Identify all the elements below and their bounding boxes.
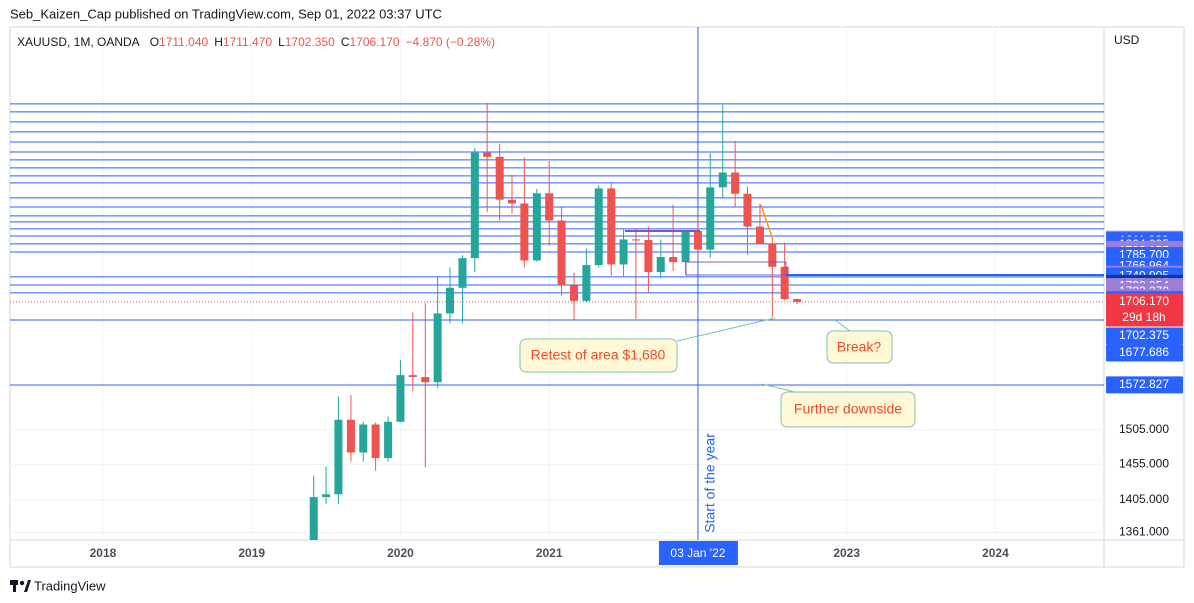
candle-body	[458, 258, 467, 288]
price-badge	[1106, 344, 1183, 362]
trend-line	[760, 204, 774, 241]
candle-body	[384, 421, 393, 459]
ohlc-label: O	[150, 35, 159, 49]
candle-body	[433, 313, 442, 383]
callout-box	[826, 330, 893, 364]
ohlc-value: 1702.350	[285, 35, 335, 49]
price-label: 1572.827	[1119, 377, 1169, 391]
price-label: 1702.375	[1119, 328, 1169, 342]
y-tick-label: 1405.000	[1119, 492, 1169, 506]
candle-body	[408, 375, 417, 378]
candle-body	[619, 239, 628, 265]
candle-body	[780, 266, 789, 300]
crosshair-badge	[658, 541, 738, 565]
candle-body	[793, 299, 802, 302]
candle-body	[656, 257, 665, 272]
levels	[10, 27, 1104, 540]
callout-pointer	[761, 383, 796, 393]
candle-body	[706, 187, 715, 250]
candle-body	[607, 188, 616, 265]
candle-body	[557, 220, 566, 286]
annotation: Retest of area $1,680	[531, 347, 666, 363]
candle-body	[582, 265, 591, 301]
ohlc-label: C	[341, 35, 350, 49]
candle-body	[346, 419, 355, 453]
candle-body	[371, 424, 380, 459]
frame	[9, 26, 1185, 568]
candle-body	[570, 285, 579, 301]
vertical-annotation: Start of the year	[702, 433, 718, 533]
candle-body	[483, 152, 492, 157]
ohlc-label: L	[278, 35, 285, 49]
candle-body	[421, 377, 430, 383]
price-badge	[1106, 293, 1183, 327]
annotation: Further downside	[794, 401, 902, 417]
x-tick-label: 2019	[238, 546, 265, 560]
range-box	[685, 261, 787, 276]
x-tick-label: 2018	[90, 546, 117, 560]
published-line: Seb_Kaizen_Cap published on TradingView.…	[10, 6, 442, 21]
candle-body	[755, 226, 764, 244]
annotation: Break?	[837, 339, 882, 355]
candle-body	[743, 193, 752, 227]
ohlc-value: 1711.040	[159, 35, 208, 49]
price-badge	[1106, 327, 1183, 345]
candle-body	[545, 193, 554, 221]
candle-body	[693, 231, 702, 250]
candle-body	[768, 243, 777, 267]
axes: 2018 2019 2020 2021 2023 2024 1505.000 1455.000…	[90, 230, 1183, 565]
callout-box	[519, 338, 678, 373]
candle-body	[495, 156, 504, 200]
callout-pointer	[676, 317, 776, 342]
x-tick-label: 2024	[982, 546, 1009, 560]
candle-body	[396, 375, 405, 422]
x-tick-label: 2023	[833, 546, 860, 560]
footer-brand: TradingView	[34, 578, 106, 593]
ohlc-label: H	[214, 35, 223, 49]
price-label: 1706.170	[1119, 294, 1169, 308]
candle-body	[334, 419, 343, 495]
candle-body	[359, 424, 368, 453]
legend: XAUUSD, 1M, OANDA O 1711.040 H 1711.470 L 1702…	[17, 35, 495, 49]
change: −4.870 (−0.28%)	[406, 35, 495, 49]
candle-body	[309, 497, 318, 540]
candle-body	[520, 203, 529, 261]
candle-body	[681, 231, 690, 263]
callout-box	[780, 391, 916, 428]
candle-body	[532, 193, 541, 261]
candle-body	[507, 199, 517, 204]
ohlc-value: 1706.170	[349, 35, 399, 49]
grid	[10, 27, 1104, 540]
symbol: XAUUSD, 1M, OANDA	[17, 35, 140, 49]
price-label: 1677.686	[1119, 345, 1169, 359]
x-tick-label: 2020	[387, 546, 414, 560]
callout-pointer	[834, 319, 851, 332]
y-tick-label: 1455.000	[1119, 457, 1169, 471]
candle-body	[644, 239, 653, 272]
currency: USD	[1114, 33, 1140, 47]
x-tick-label: 2021	[536, 546, 563, 560]
candle-body	[445, 287, 454, 314]
candle-body	[718, 172, 727, 188]
ohlc-value: 1711.470	[223, 35, 272, 49]
crosshair-label: 03 Jan '22	[670, 546, 725, 560]
candle-body	[594, 188, 603, 266]
countdown: 29d 18h	[1122, 310, 1165, 324]
footer-logo	[10, 580, 31, 592]
y-tick-label: 1361.000	[1119, 525, 1169, 539]
candle-body	[322, 494, 331, 498]
price-badge	[1106, 376, 1183, 394]
candle-body	[470, 152, 479, 259]
candle-body	[631, 239, 640, 241]
candle-body	[669, 257, 678, 263]
candles	[309, 102, 802, 540]
candle-body	[731, 172, 740, 194]
y-tick-label: 1505.000	[1119, 422, 1169, 436]
